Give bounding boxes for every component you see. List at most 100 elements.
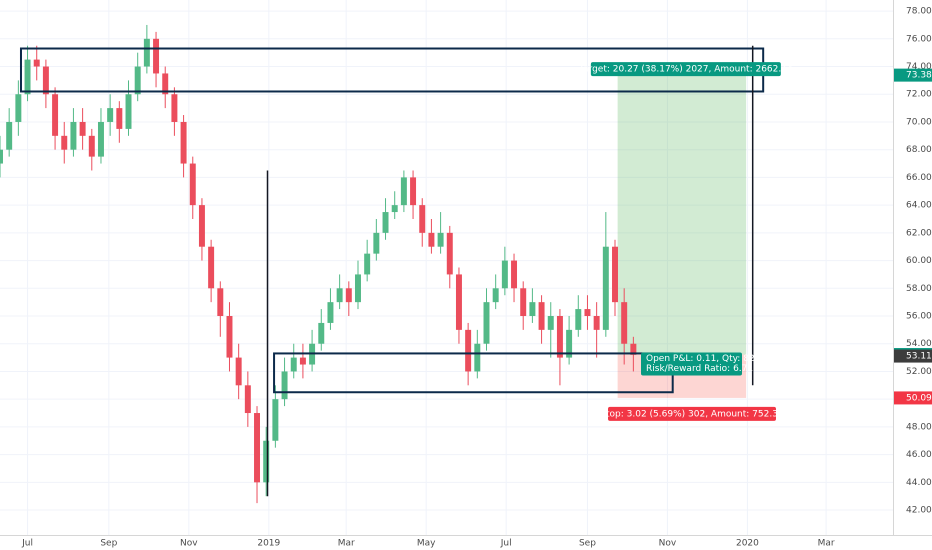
x-tick-label: 2019 (257, 539, 280, 549)
candle-body (116, 108, 123, 129)
y-tick-label: 60.00 (906, 256, 932, 266)
candle-body (217, 288, 224, 317)
stop-label-bg (608, 406, 776, 421)
candle-body (492, 288, 499, 303)
target-label: Target: 20.27 (38.17%) 2027, Amount: 266… (578, 65, 793, 75)
candle-body (400, 177, 407, 206)
x-tick-label: Jul (500, 539, 512, 549)
price-tag-bg (894, 391, 932, 405)
y-tick-label: 70.00 (906, 117, 932, 127)
candle-body (437, 232, 444, 247)
candle-body (483, 302, 490, 344)
candle-body (630, 343, 637, 355)
candle-body (373, 232, 380, 254)
candle-body (180, 121, 187, 164)
y-tick-label: 46.00 (906, 450, 932, 460)
candle-body (410, 177, 417, 206)
y-tick-label: 44.00 (906, 478, 932, 488)
y-tick-label: 76.00 (906, 34, 932, 44)
y-tick-label: 74.00 (906, 62, 932, 72)
y-tick-label: 68.00 (906, 145, 932, 155)
y-tick-label: 42.00 (906, 506, 932, 516)
x-tick-label: Nov (180, 539, 198, 549)
candle-body (42, 66, 49, 95)
stop-label: Stop: 3.02 (5.69%) 302, Amount: 752.36 (600, 409, 784, 419)
target-zone (617, 75, 747, 355)
candle-body (290, 357, 297, 372)
x-tick-label: Nov (659, 539, 677, 549)
candle-body (79, 121, 86, 136)
candle-body (107, 108, 114, 122)
x-tick-label: Mar (338, 539, 355, 549)
y-tick-label: 58.00 (906, 284, 932, 294)
candle-body (355, 274, 361, 303)
y-tick-label: 54.00 (906, 339, 932, 349)
candle-body (143, 38, 150, 67)
candle-body (419, 205, 426, 233)
y-tick-label: 72.00 (906, 90, 932, 100)
rr-label: Risk/Reward Ratio: 6.71 (646, 364, 753, 374)
candle-body (198, 205, 205, 247)
price-tag: 53.11 (906, 352, 932, 362)
candle-body (547, 316, 554, 330)
x-tick-label: Mar (818, 539, 835, 549)
candle-body (281, 371, 288, 400)
pnl-label: Open P&L: 0.11, Qty: 82 (646, 354, 755, 364)
candle-body (584, 309, 591, 317)
candle-body (272, 399, 279, 441)
y-tick-label: 66.00 (906, 173, 932, 183)
candle-body (61, 135, 68, 150)
price-tag-bg (894, 349, 932, 363)
candle-body (602, 246, 609, 330)
candle-body (254, 413, 260, 483)
candle-body (6, 121, 13, 150)
y-tick-label: 62.00 (906, 228, 932, 238)
x-tick-label: Sep (579, 539, 596, 549)
candle-body (364, 253, 371, 275)
candle-body (465, 329, 472, 372)
candle-body (511, 260, 518, 289)
candle-body (189, 163, 196, 206)
pnl-label-bg (641, 352, 742, 376)
candle-body (125, 94, 132, 129)
candle-body (134, 66, 141, 95)
candle-body (612, 246, 618, 303)
y-tick-label: 52.00 (906, 367, 932, 377)
target-label-bg (590, 62, 781, 77)
candle-body (244, 385, 251, 414)
candle-body (345, 288, 352, 303)
candle-body (153, 38, 160, 74)
candle-body (0, 149, 3, 164)
candle-body (162, 73, 169, 95)
candle-body (88, 135, 95, 157)
candle-body (621, 302, 628, 344)
candle-body (235, 357, 242, 386)
candle-body (208, 246, 215, 289)
y-tick-label: 78.00 (906, 7, 932, 17)
price-tag: 73.38 (906, 71, 932, 81)
x-tick-label: Jul (21, 539, 33, 549)
candle-body (33, 59, 40, 67)
x-tick-label: May (417, 539, 436, 549)
candle-body (52, 94, 59, 136)
candle-body (70, 121, 77, 150)
candle-body (538, 302, 545, 330)
price-tag-bg (894, 68, 932, 82)
candle-body (529, 302, 536, 317)
candle-body (263, 440, 270, 483)
candle-body (299, 357, 306, 365)
candle-body (226, 316, 233, 358)
candle-body (171, 94, 178, 122)
x-tick-label: 2020 (736, 539, 759, 549)
x-tick-label: Sep (100, 539, 117, 549)
price-tag: 50.09 (906, 393, 932, 403)
candle-body (566, 329, 573, 358)
candle-body (446, 232, 453, 275)
candle-body (428, 232, 435, 247)
candle-body (336, 288, 343, 303)
y-tick-label: 64.00 (906, 201, 932, 211)
y-tick-label: 48.00 (906, 422, 932, 432)
candle-body (501, 260, 508, 289)
candle-body (15, 94, 22, 122)
